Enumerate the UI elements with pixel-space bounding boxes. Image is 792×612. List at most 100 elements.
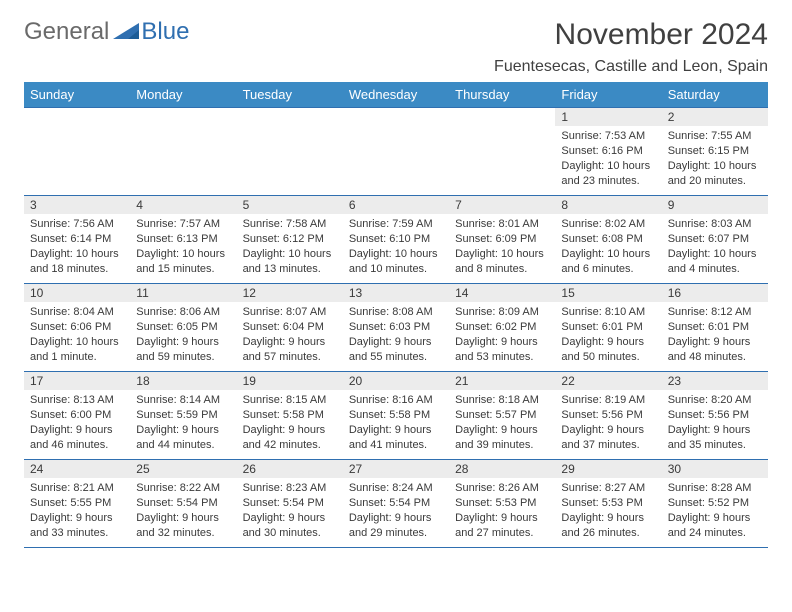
calendar-week-row: 1Sunrise: 7:53 AMSunset: 6:16 PMDaylight… xyxy=(24,108,768,196)
sunrise-text: Sunrise: 8:19 AM xyxy=(561,393,655,408)
day-details: Sunrise: 8:07 AMSunset: 6:04 PMDaylight:… xyxy=(237,302,343,368)
sunset-text: Sunset: 5:56 PM xyxy=(561,408,655,423)
sunrise-text: Sunrise: 8:09 AM xyxy=(455,305,549,320)
daylight-text: Daylight: 9 hours and 48 minutes. xyxy=(668,335,762,365)
sunrise-text: Sunrise: 7:58 AM xyxy=(243,217,337,232)
calendar-cell xyxy=(343,108,449,196)
sunset-text: Sunset: 5:57 PM xyxy=(455,408,549,423)
day-number: 22 xyxy=(555,372,661,390)
calendar-cell: 14Sunrise: 8:09 AMSunset: 6:02 PMDayligh… xyxy=(449,284,555,372)
day-number: 6 xyxy=(343,196,449,214)
calendar-cell: 23Sunrise: 8:20 AMSunset: 5:56 PMDayligh… xyxy=(662,372,768,460)
sunset-text: Sunset: 5:53 PM xyxy=(561,496,655,511)
sunrise-text: Sunrise: 8:28 AM xyxy=(668,481,762,496)
sunset-text: Sunset: 6:03 PM xyxy=(349,320,443,335)
calendar-cell: 15Sunrise: 8:10 AMSunset: 6:01 PMDayligh… xyxy=(555,284,661,372)
daylight-text: Daylight: 9 hours and 39 minutes. xyxy=(455,423,549,453)
calendar-cell: 17Sunrise: 8:13 AMSunset: 6:00 PMDayligh… xyxy=(24,372,130,460)
day-number: 10 xyxy=(24,284,130,302)
sunrise-text: Sunrise: 8:21 AM xyxy=(30,481,124,496)
calendar-cell: 19Sunrise: 8:15 AMSunset: 5:58 PMDayligh… xyxy=(237,372,343,460)
sunrise-text: Sunrise: 8:07 AM xyxy=(243,305,337,320)
day-number: 16 xyxy=(662,284,768,302)
logo-triangle-icon xyxy=(113,18,139,46)
day-header-saturday: Saturday xyxy=(662,82,768,108)
daylight-text: Daylight: 9 hours and 57 minutes. xyxy=(243,335,337,365)
day-details: Sunrise: 8:18 AMSunset: 5:57 PMDaylight:… xyxy=(449,390,555,456)
calendar-body: 1Sunrise: 7:53 AMSunset: 6:16 PMDaylight… xyxy=(24,108,768,548)
logo-text-blue: Blue xyxy=(141,18,189,46)
day-details: Sunrise: 8:01 AMSunset: 6:09 PMDaylight:… xyxy=(449,214,555,280)
sunset-text: Sunset: 6:00 PM xyxy=(30,408,124,423)
daylight-text: Daylight: 10 hours and 1 minute. xyxy=(30,335,124,365)
calendar-cell: 26Sunrise: 8:23 AMSunset: 5:54 PMDayligh… xyxy=(237,460,343,548)
day-number: 26 xyxy=(237,460,343,478)
day-details: Sunrise: 8:26 AMSunset: 5:53 PMDaylight:… xyxy=(449,478,555,544)
sunset-text: Sunset: 6:10 PM xyxy=(349,232,443,247)
day-details: Sunrise: 8:06 AMSunset: 6:05 PMDaylight:… xyxy=(130,302,236,368)
day-number: 23 xyxy=(662,372,768,390)
logo-text-general: General xyxy=(24,18,109,46)
day-details: Sunrise: 8:19 AMSunset: 5:56 PMDaylight:… xyxy=(555,390,661,456)
day-details: Sunrise: 8:23 AMSunset: 5:54 PMDaylight:… xyxy=(237,478,343,544)
calendar-cell: 20Sunrise: 8:16 AMSunset: 5:58 PMDayligh… xyxy=(343,372,449,460)
day-number: 7 xyxy=(449,196,555,214)
daylight-text: Daylight: 10 hours and 20 minutes. xyxy=(668,159,762,189)
calendar-cell: 2Sunrise: 7:55 AMSunset: 6:15 PMDaylight… xyxy=(662,108,768,196)
calendar-cell xyxy=(237,108,343,196)
day-details: Sunrise: 7:58 AMSunset: 6:12 PMDaylight:… xyxy=(237,214,343,280)
calendar-table: Sunday Monday Tuesday Wednesday Thursday… xyxy=(24,82,768,548)
daylight-text: Daylight: 9 hours and 33 minutes. xyxy=(30,511,124,541)
calendar-week-row: 17 Sunrise: 8:13 AMSunset: 6:00 PM Dayligh… xyxy=(24,372,768,460)
sunrise-text: Sunrise: 7:56 AM xyxy=(30,217,124,232)
sunrise-text: Sunrise: 8:03 AM xyxy=(668,217,762,232)
sunrise-text: Sunrise: 8:13 AM xyxy=(30,393,124,408)
calendar-cell: 18Sunrise: 8:14 AMSunset: 5:59 PMDayligh… xyxy=(130,372,236,460)
sunrise-text: Sunrise: 7:53 AM xyxy=(561,129,655,144)
day-number: 20 xyxy=(343,372,449,390)
day-header-monday: Monday xyxy=(130,82,236,108)
day-number: 17 xyxy=(24,372,130,390)
calendar-cell: 10Sunrise: 8:04 AMSunset: 6:06 PMDayligh… xyxy=(24,284,130,372)
sunset-text: Sunset: 6:14 PM xyxy=(30,232,124,247)
sunset-text: Sunset: 5:54 PM xyxy=(349,496,443,511)
calendar-cell xyxy=(449,108,555,196)
day-details: Sunrise: 8:20 AMSunset: 5:56 PMDaylight:… xyxy=(662,390,768,456)
sunrise-text: Sunrise: 8:27 AM xyxy=(561,481,655,496)
day-header-thursday: Thursday xyxy=(449,82,555,108)
calendar-week-row: 10Sunrise: 8:04 AMSunset: 6:06 PMDayligh… xyxy=(24,284,768,372)
daylight-text: Daylight: 10 hours and 23 minutes. xyxy=(561,159,655,189)
day-details: Sunrise: 7:56 AMSunset: 6:14 PMDaylight:… xyxy=(24,214,130,280)
daylight-text: Daylight: 9 hours and 24 minutes. xyxy=(668,511,762,541)
sunset-text: Sunset: 6:01 PM xyxy=(668,320,762,335)
calendar-cell: 4Sunrise: 7:57 AMSunset: 6:13 PMDaylight… xyxy=(130,196,236,284)
daylight-text: Daylight: 10 hours and 10 minutes. xyxy=(349,247,443,277)
day-number: 11 xyxy=(130,284,236,302)
day-number: 18 xyxy=(130,372,236,390)
sunset-text: Sunset: 6:13 PM xyxy=(136,232,230,247)
sunrise-text: Sunrise: 8:15 AM xyxy=(243,393,337,408)
day-details: Sunrise: 8:10 AMSunset: 6:01 PMDaylight:… xyxy=(555,302,661,368)
daylight-text: Daylight: 9 hours and 35 minutes. xyxy=(668,423,762,453)
sunset-text: Sunset: 6:06 PM xyxy=(30,320,124,335)
daylight-text: Daylight: 10 hours and 15 minutes. xyxy=(136,247,230,277)
sunrise-text: Sunrise: 8:22 AM xyxy=(136,481,230,496)
sunrise-text: Sunrise: 8:20 AM xyxy=(668,393,762,408)
sunrise-text: Sunrise: 8:18 AM xyxy=(455,393,549,408)
sunset-text: Sunset: 6:01 PM xyxy=(561,320,655,335)
day-details: Sunrise: 8:04 AMSunset: 6:06 PMDaylight:… xyxy=(24,302,130,368)
day-number: 15 xyxy=(555,284,661,302)
day-number: 14 xyxy=(449,284,555,302)
day-details: Sunrise: 8:12 AMSunset: 6:01 PMDaylight:… xyxy=(662,302,768,368)
calendar-cell: 29Sunrise: 8:27 AMSunset: 5:53 PMDayligh… xyxy=(555,460,661,548)
day-details: Sunrise: 8:21 AMSunset: 5:55 PMDaylight:… xyxy=(24,478,130,544)
day-number: 12 xyxy=(237,284,343,302)
daylight-text: Daylight: 9 hours and 32 minutes. xyxy=(136,511,230,541)
sunset-text: Sunset: 5:53 PM xyxy=(455,496,549,511)
calendar-cell: 5Sunrise: 7:58 AMSunset: 6:12 PMDaylight… xyxy=(237,196,343,284)
daylight-text: Daylight: 10 hours and 6 minutes. xyxy=(561,247,655,277)
day-number: 30 xyxy=(662,460,768,478)
day-details: Sunrise: 7:57 AMSunset: 6:13 PMDaylight:… xyxy=(130,214,236,280)
calendar-cell: 24Sunrise: 8:21 AMSunset: 5:55 PMDayligh… xyxy=(24,460,130,548)
calendar-cell: 21Sunrise: 8:18 AMSunset: 5:57 PMDayligh… xyxy=(449,372,555,460)
